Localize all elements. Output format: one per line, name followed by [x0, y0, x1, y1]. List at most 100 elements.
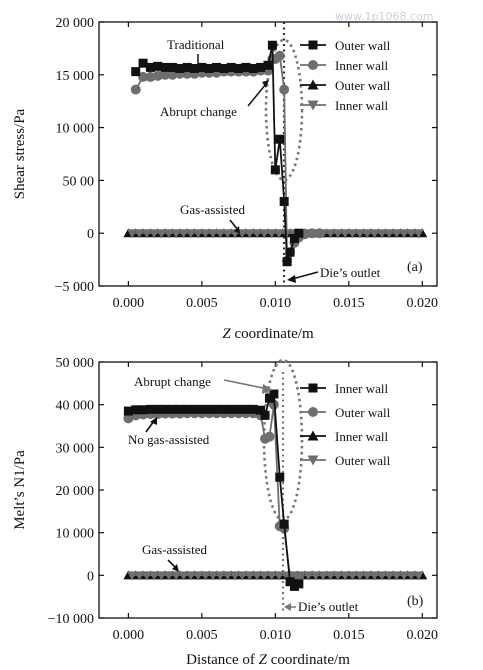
- data-point-a-3: [141, 229, 152, 239]
- chart-panel-a: 0.000 0.005 0.010 0.015 0.020 −5 000 0 50 00 10 …: [12, 16, 438, 342]
- data-point-a-3: [237, 229, 248, 239]
- data-point-b-3: [332, 571, 343, 581]
- y-tick-label-b: −10 000: [48, 612, 94, 627]
- y-tick-label-a: 20 000: [56, 16, 95, 31]
- data-point-a-0: [241, 62, 251, 72]
- data-point-b-3: [362, 571, 373, 581]
- x-tick-label-b: 0.005: [186, 628, 218, 643]
- legend-a: Outer wall Inner wall Outer wall Inner wall: [300, 38, 391, 113]
- tick-group-b: 0.000 0.005 0.010 0.015 0.020 −10 000 0 10 000 2…: [48, 356, 438, 643]
- data-point-a-0: [153, 61, 163, 71]
- data-point-b-0: [182, 404, 192, 414]
- annotation-abrupt-change-a: Abrupt change: [160, 104, 237, 119]
- data-point-b-3: [200, 571, 211, 581]
- data-point-b-3: [156, 571, 167, 581]
- data-point-b-3: [134, 571, 145, 581]
- data-point-b-0: [131, 405, 141, 415]
- data-point-a-3: [215, 229, 226, 239]
- series-layer-a: [123, 40, 428, 267]
- y-tick-label-a: 10 000: [56, 122, 95, 137]
- data-point-b-0: [190, 404, 200, 414]
- data-point-b-3: [325, 571, 336, 581]
- data-point-b-3: [340, 571, 351, 581]
- data-point-b-3: [229, 571, 240, 581]
- data-point-a-0: [138, 58, 148, 68]
- data-point-a-1: [167, 69, 178, 80]
- data-point-b-0: [197, 404, 207, 414]
- x-tick-label-b: 0.020: [407, 628, 439, 643]
- data-point-a-3: [391, 229, 402, 239]
- data-point-a-3: [413, 229, 424, 239]
- x-axis-title-a: Z coordinate/m: [222, 326, 314, 342]
- legend-marker-a-2: [307, 79, 319, 90]
- data-point-a-3: [244, 229, 255, 239]
- data-point-b-3: [237, 571, 248, 581]
- data-point-b-0: [260, 410, 270, 420]
- data-point-b-3: [413, 571, 424, 581]
- data-point-a-0: [160, 62, 170, 72]
- data-point-a-0: [167, 62, 177, 72]
- data-point-a-3: [207, 229, 218, 239]
- data-point-a-0: [204, 63, 214, 73]
- data-point-a-3: [325, 229, 336, 239]
- data-point-a-3: [362, 229, 373, 239]
- data-point-b-0: [294, 579, 304, 589]
- arrow-head-traditional: [194, 64, 202, 71]
- x-tick-label-a: 0.020: [407, 296, 439, 311]
- y-tick-label-b: 10 000: [56, 527, 95, 542]
- data-point-b-0: [241, 404, 251, 414]
- data-point-a-3: [193, 229, 204, 239]
- legend-marker-b-2: [307, 430, 319, 441]
- data-point-a-0: [182, 62, 192, 72]
- y-tick-label-a: 50 00: [63, 174, 95, 189]
- legend-marker-a-1: [308, 60, 318, 70]
- data-point-a-3: [274, 229, 285, 239]
- data-point-a-3: [384, 229, 395, 239]
- annotation-die-outlet-b: Die’s outlet: [298, 599, 359, 614]
- data-point-a-3: [354, 229, 365, 239]
- data-point-a-0: [275, 134, 285, 144]
- data-point-a-3: [398, 229, 409, 239]
- data-point-a-3: [134, 229, 145, 239]
- data-point-b-3: [347, 571, 358, 581]
- data-point-b-3: [384, 571, 395, 581]
- data-point-a-3: [178, 229, 189, 239]
- data-point-b-3: [376, 571, 387, 581]
- data-point-b-0: [160, 404, 170, 414]
- data-point-b-3: [185, 571, 196, 581]
- series-layer-b: [123, 389, 428, 591]
- data-point-b-3: [251, 571, 262, 581]
- x-tick-label-a: 0.015: [333, 296, 365, 311]
- legend-marker-b-0: [308, 383, 318, 393]
- arrow-head-abrupt-a: [262, 80, 269, 88]
- x-axis-title-b-italic: Z: [259, 652, 268, 668]
- data-point-b-3: [141, 571, 152, 581]
- x-tick-label-b: 0.010: [260, 628, 292, 643]
- data-point-b-3: [149, 571, 160, 581]
- data-point-b-0: [175, 404, 185, 414]
- data-point-a-0: [175, 63, 185, 73]
- y-tick-label-a: −5 000: [55, 280, 94, 295]
- data-point-a-0: [234, 63, 244, 73]
- data-point-b-3: [398, 571, 409, 581]
- data-point-b-3: [274, 571, 285, 581]
- arrow-head-outlet-b: [284, 603, 291, 611]
- data-point-a-3: [156, 229, 167, 239]
- legend-marker-a-3: [307, 100, 319, 111]
- data-point-b-3: [222, 571, 233, 581]
- annotation-gas-assisted-a: Gas-assisted: [180, 202, 245, 217]
- arrow-head-no-gas: [150, 417, 157, 425]
- data-point-b-3: [303, 571, 314, 581]
- data-point-b-0: [138, 405, 148, 415]
- data-point-a-3: [347, 229, 358, 239]
- data-point-a-1: [274, 50, 285, 61]
- chart-panel-b: 0.000 0.005 0.010 0.015 0.020 −10 000 0 10 000 2…: [12, 356, 438, 668]
- data-point-a-3: [332, 229, 343, 239]
- data-point-b-3: [259, 571, 270, 581]
- x-axis-title-a-italic: Z: [222, 326, 231, 342]
- annotation-no-gas-assisted: No gas-assisted: [128, 432, 210, 447]
- data-point-a-3: [369, 229, 380, 239]
- data-point-a-3: [185, 229, 196, 239]
- data-point-b-0: [285, 577, 295, 587]
